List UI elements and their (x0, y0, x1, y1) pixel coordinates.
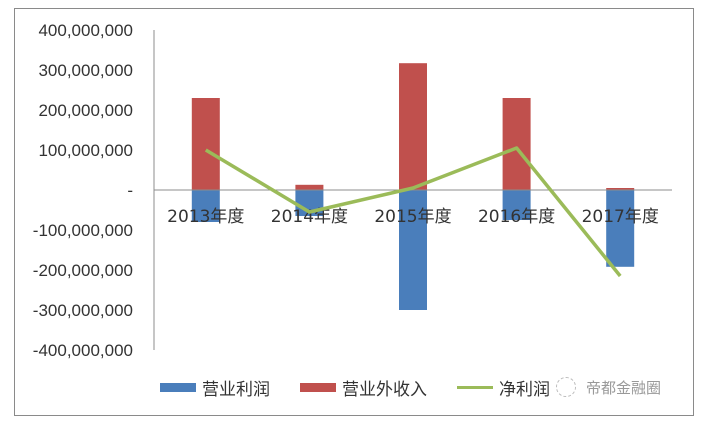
bar (399, 190, 427, 310)
legend-line-green-icon (457, 385, 493, 389)
bar (502, 190, 531, 220)
legend-item-non-operating-income: 营业外收入 (300, 375, 427, 400)
bar (191, 190, 220, 222)
watermark-text: 帝都金融圈 (586, 378, 662, 397)
x-tick-label: 2017年度 (582, 207, 659, 227)
x-tick-label: 2014年度 (271, 207, 348, 227)
bar (606, 188, 635, 190)
wechat-logo-icon (556, 377, 576, 397)
x-tick-label: 2013年度 (167, 207, 244, 227)
chart-legend: 营业利润 营业外收入 净利润 帝都金融圈 (160, 374, 661, 400)
chart-frame (14, 8, 694, 416)
y-tick-label: -100,000,000 (33, 221, 133, 240)
y-tick-label: 200,000,000 (38, 101, 133, 120)
y-tick-label: 300,000,000 (38, 61, 133, 80)
bar (502, 98, 531, 190)
bar (295, 184, 324, 190)
legend-item-net-profit: 净利润 (457, 375, 550, 400)
legend-swatch-blue-icon (160, 382, 196, 392)
net-profit-line (204, 146, 622, 278)
legend-item-operating-profit: 营业利润 (160, 375, 270, 400)
y-tick-label: -400,000,000 (33, 341, 133, 360)
bar (191, 98, 220, 190)
y-tick-label: -200,000,000 (33, 261, 133, 280)
bar (399, 63, 427, 191)
x-tick-label: 2015年度 (374, 207, 451, 227)
y-tick-label: - (127, 181, 133, 200)
y-tick-label: -300,000,000 (33, 301, 133, 320)
y-tick-label: 100,000,000 (38, 141, 133, 160)
legend-label: 营业利润 (202, 379, 270, 400)
legend-label: 营业外收入 (342, 379, 427, 400)
x-tick-label: 2016年度 (478, 207, 555, 227)
legend-label: 净利润 (499, 379, 550, 400)
legend-swatch-red-icon (300, 382, 336, 392)
watermark: 帝都金融圈 (556, 377, 661, 398)
bar (606, 190, 635, 267)
y-tick-label: 400,000,000 (38, 21, 133, 40)
